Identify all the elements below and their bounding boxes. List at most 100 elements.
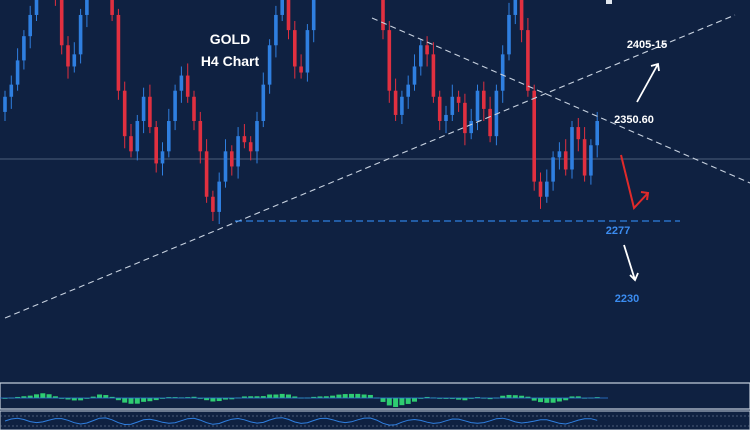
candle-body: [576, 127, 581, 140]
histogram-bar: [134, 398, 140, 404]
trendline-descending: [371, 17, 750, 184]
candle-body: [582, 139, 587, 176]
candle-body: [425, 45, 429, 55]
candle-body: [122, 90, 127, 137]
candle-body: [15, 60, 20, 85]
histogram-bar: [342, 394, 348, 398]
histogram-bar: [550, 398, 556, 403]
candle-body: [230, 151, 234, 167]
candle-body: [500, 54, 505, 91]
indicator-panel-2: [0, 410, 750, 430]
histogram-bar: [71, 398, 77, 401]
candle-body: [255, 121, 259, 152]
histogram-bar: [405, 398, 411, 404]
candle-body: [28, 14, 32, 37]
histogram-bar: [166, 397, 172, 398]
histogram-bar: [229, 398, 235, 400]
histogram-bar: [122, 398, 128, 403]
histogram-bar: [103, 395, 109, 398]
histogram-bar: [367, 394, 373, 398]
histogram-bar: [317, 396, 323, 398]
candle-body: [274, 14, 278, 46]
candle-body: [66, 45, 70, 67]
candle-body: [406, 84, 410, 97]
candle-body: [513, 0, 518, 15]
candle-body: [538, 181, 543, 197]
histogram-bar: [279, 393, 285, 398]
candle-body: [135, 121, 140, 152]
histogram-bar: [311, 396, 317, 398]
histogram-bar: [21, 396, 27, 398]
histogram-bar: [323, 396, 329, 398]
candle-body: [141, 96, 146, 122]
histogram-bar: [355, 393, 361, 398]
histogram-bar: [330, 395, 336, 398]
candle-body: [570, 127, 574, 170]
histogram-bar: [204, 398, 210, 401]
candle-body: [236, 136, 240, 167]
candle-body: [248, 142, 253, 152]
histogram-bar: [449, 398, 455, 399]
histogram-bar: [349, 393, 354, 398]
histogram-bar: [141, 398, 147, 402]
histogram-bar: [46, 394, 52, 398]
candle-body: [431, 54, 436, 97]
candle-body: [185, 75, 190, 97]
candles-group: [3, 0, 599, 225]
histogram-bar: [34, 394, 39, 398]
histogram-bar: [191, 396, 197, 398]
candle-body: [173, 90, 177, 122]
histogram-bar: [512, 395, 518, 398]
candle-body: [280, 0, 284, 15]
candle-body: [488, 108, 492, 137]
histogram-bar: [506, 394, 512, 398]
target-high-label: 2405-15: [627, 39, 667, 51]
candle-body: [204, 151, 209, 197]
histogram-bar: [210, 398, 216, 402]
histogram-bar: [412, 398, 417, 402]
candle-body: [551, 157, 555, 182]
histogram-bar: [115, 398, 121, 401]
target-low-label: 2230: [615, 293, 639, 305]
candle-body: [456, 96, 461, 103]
histogram-bar: [216, 398, 222, 402]
candle-body: [85, 0, 89, 15]
candle-body: [482, 90, 486, 109]
candle-body: [59, 0, 64, 46]
candle-body: [242, 136, 247, 143]
candle-body: [293, 30, 297, 67]
histogram-bar: [185, 397, 191, 398]
candle-body: [3, 96, 7, 112]
histogram-bar: [90, 396, 96, 398]
histogram-bar: [254, 396, 260, 398]
histogram-bar: [292, 396, 298, 398]
histogram-bar: [40, 393, 46, 398]
candle-body: [160, 151, 165, 164]
histogram-bar: [594, 397, 600, 398]
candle-body: [463, 102, 467, 134]
candle-body: [116, 14, 121, 91]
candle-body: [563, 151, 568, 170]
candle-body: [419, 45, 423, 67]
histogram-bar: [386, 398, 392, 406]
candle-body: [311, 0, 316, 31]
histogram-bar: [78, 398, 84, 401]
candle-body: [217, 181, 221, 212]
candle-body: [78, 14, 83, 55]
candle-body: [267, 45, 272, 85]
candle-body: [400, 96, 404, 115]
settings-icon[interactable]: [606, 0, 612, 4]
histogram-bar: [97, 394, 102, 398]
histogram-bar: [456, 398, 462, 400]
candle-body: [34, 0, 39, 15]
candle-body: [557, 151, 562, 158]
histogram-bar: [525, 396, 531, 398]
histogram-bar: [556, 398, 562, 402]
candle-body: [507, 14, 511, 55]
candle-body: [198, 121, 203, 152]
candle-body: [192, 96, 196, 122]
candle-body: [299, 66, 303, 73]
candle-body: [532, 90, 536, 182]
